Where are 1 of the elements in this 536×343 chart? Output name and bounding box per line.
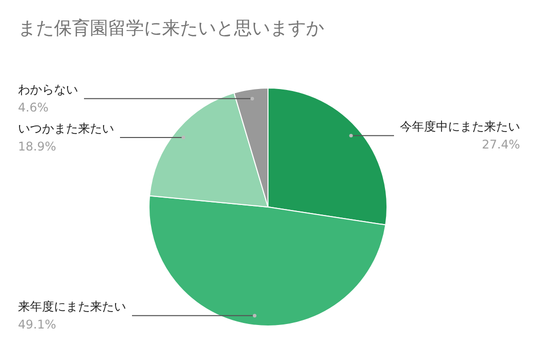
title: また保育園留学に来たいと思いますか bbox=[18, 18, 324, 39]
